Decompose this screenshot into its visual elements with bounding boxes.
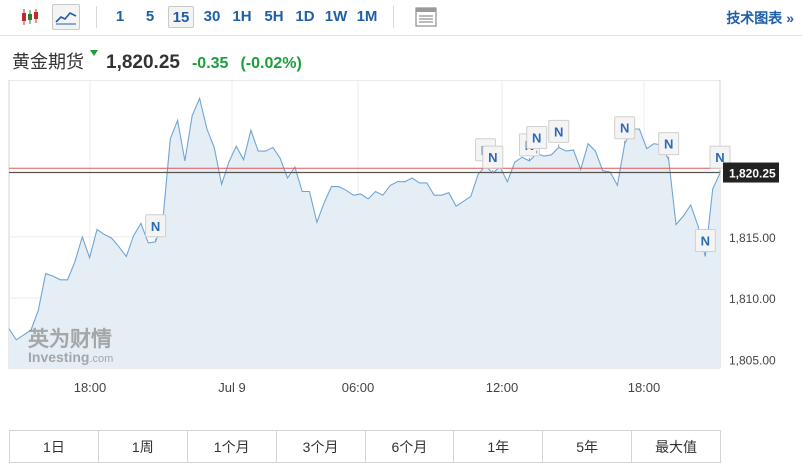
range-1m-button[interactable]: 1个月 [188,431,277,462]
news-marker-label: N [620,121,629,136]
range-3m-button[interactable]: 3个月 [277,431,366,462]
toolbar-divider [96,6,97,28]
y-tick-label: 1,805.00 [729,353,776,367]
x-tick-label: Jul 9 [218,380,245,395]
calendar-icon[interactable] [412,4,440,30]
news-marker-label: N [532,131,541,146]
range-6m-button[interactable]: 6个月 [366,431,455,462]
price-change-percent: (-0.02%) [240,55,302,72]
timeframe-1d[interactable]: 1D [295,8,315,25]
y-tick-label: 1,815.00 [729,231,776,245]
news-marker[interactable]: N [526,126,548,154]
timeframe-5[interactable]: 5 [145,8,155,25]
news-marker-label: N [488,150,497,165]
candlestick-icon[interactable] [16,4,44,30]
watermark-cn-text: 英为财情 [28,327,112,351]
range-1y-button[interactable]: 1年 [454,431,544,462]
range-1w-button[interactable]: 1周 [99,431,188,462]
news-marker-box [548,119,570,143]
y-tick-label: 1,810.00 [729,292,776,306]
news-marker[interactable]: N [482,145,504,174]
timeframe-15[interactable]: 15 [168,6,194,28]
news-marker-box [694,228,716,252]
toolbar-divider [393,6,394,28]
news-marker-box [658,132,680,156]
instrument-name: 黄金期货 [12,52,84,72]
instrument-header: 黄金期货 1,820.25 -0.35 (-0.02%) [12,48,302,76]
timeframe-30[interactable]: 30 [203,8,221,25]
investing-watermark: 英为财情 Investing.com [28,327,113,365]
range-max-button[interactable]: 最大值 [655,438,698,455]
price-tag-box [723,162,779,183]
price-area-fill [9,98,720,369]
news-marker-box [614,116,636,140]
price-tag-label: 1,820.25 [729,167,776,181]
news-marker[interactable]: N [658,132,680,160]
timeframe-1w[interactable]: 1W [324,8,348,25]
range-1d-button[interactable]: 1日 [10,431,99,462]
news-marker-label: N [151,219,160,234]
down-triangle-icon [90,50,98,56]
range-selector: 1日 1周 1个月 3个月 6个月 1年 5年 最大值 [9,430,721,463]
x-tick-label: 18:00 [628,380,661,395]
x-tick-label: 06:00 [342,380,375,395]
last-price: 1,820.25 [106,52,180,73]
price-change: -0.35 [191,55,229,72]
watermark-logo-text: Investing.com [28,349,113,365]
news-marker-label: N [664,137,673,152]
timeframe-1h[interactable]: 1H [232,8,252,25]
chart-axes: 18:00 Jul 9 06:00 12:00 18:00 1,815.00 1,810.0… [74,231,776,395]
price-line [8,96,721,341]
timeframe-5h[interactable]: 5H [264,8,284,25]
news-marker-box [482,145,504,169]
range-5y-button[interactable]: 5年 [543,431,633,462]
area-chart-icon[interactable] [52,4,80,30]
news-marker[interactable]: N [614,116,636,144]
x-tick-label: 12:00 [486,380,519,395]
news-marker-box [145,214,167,238]
news-marker-box [526,126,548,150]
timeframe-1[interactable]: 1 [115,8,125,25]
news-marker[interactable]: N [548,119,570,148]
x-tick-label: 18:00 [74,380,107,395]
technical-chart-link[interactable]: 技术图表 » [726,10,794,26]
news-marker-label: N [554,124,563,139]
timeframe-1m[interactable]: 1M [356,8,378,25]
news-marker[interactable]: N [694,228,716,257]
current-price-tag: 1,820.25 [723,162,779,183]
news-marker-label: N [701,233,710,248]
news-marker-label: N [715,150,724,165]
news-marker[interactable]: N [145,214,167,242]
chart-toolbar: 1 5 15 30 1H 5H 1D 1W 1M 技术图表 » [0,0,802,36]
